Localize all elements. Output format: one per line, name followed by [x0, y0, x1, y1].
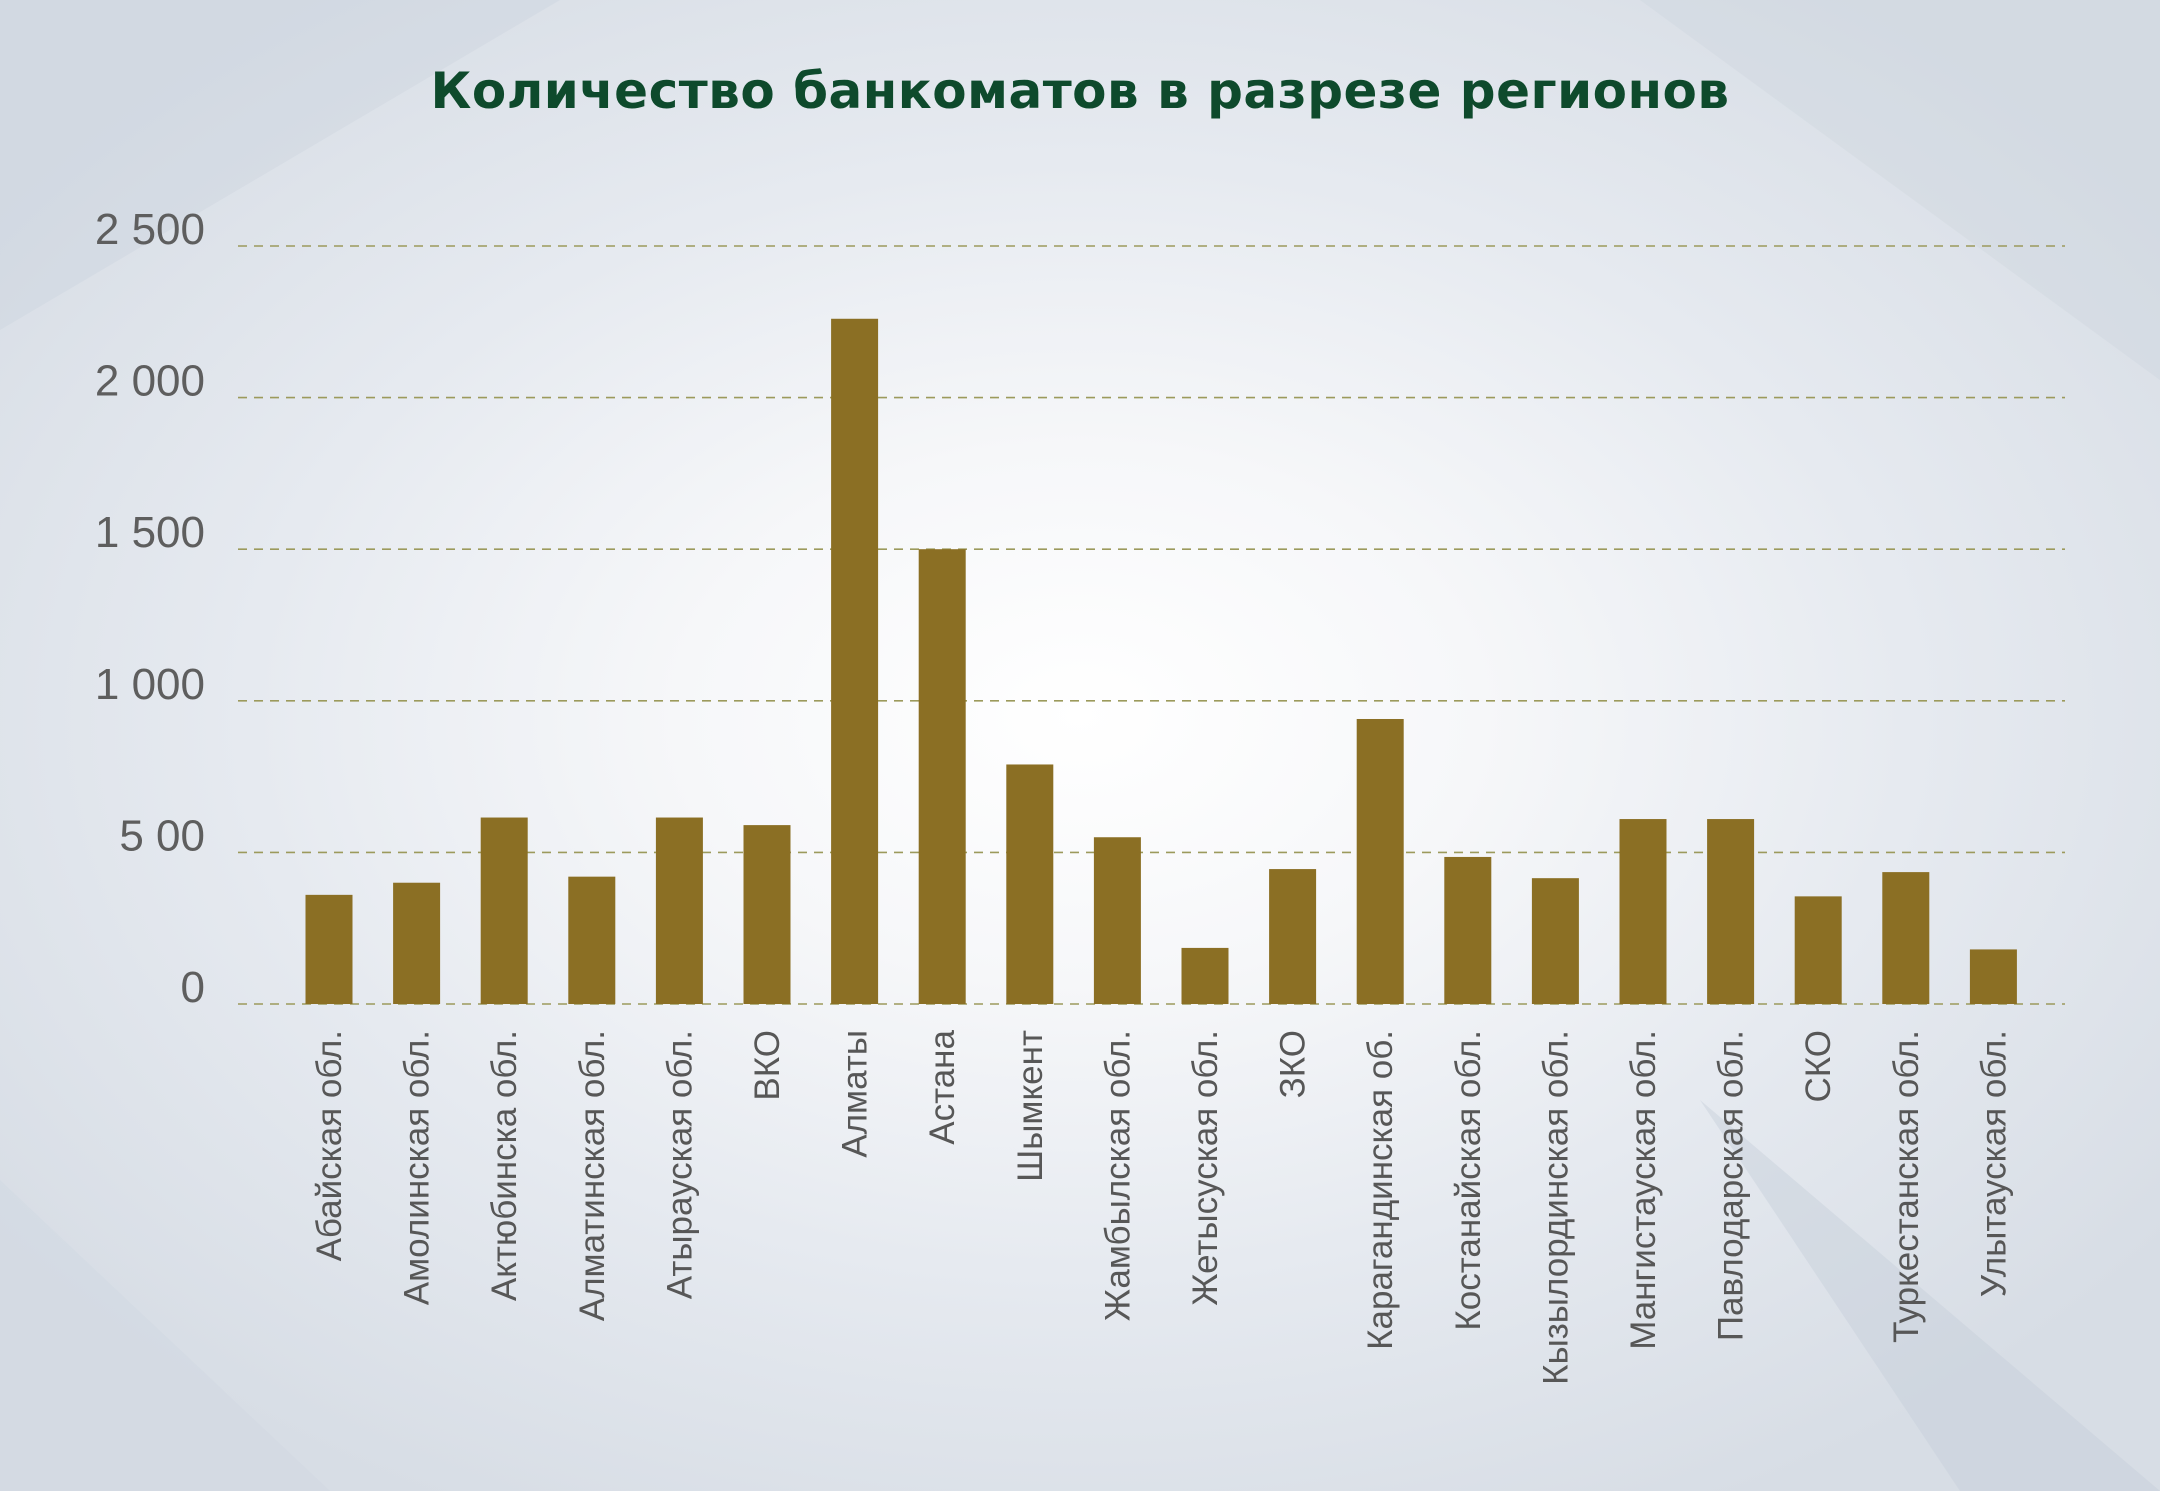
bar	[655, 817, 703, 1004]
x-category-label: ВКО	[748, 1030, 787, 1101]
y-tick-label: 1 500	[95, 508, 205, 557]
bar	[743, 825, 791, 1004]
x-axis-labels: Абайская обл. Амолинская обл. Актюбинска о…	[310, 1029, 2013, 1384]
x-category-label: Кызылординская обл.	[1536, 1030, 1575, 1385]
x-category-label: Мангистауская обл.	[1624, 1030, 1663, 1350]
bar	[918, 549, 966, 1004]
x-category-label: Амолинская обл.	[398, 1030, 437, 1305]
x-category-label: СКО	[1799, 1030, 1838, 1103]
y-tick-label: 0	[181, 963, 205, 1012]
x-category-label: Костанайская обл.	[1449, 1030, 1488, 1331]
bars	[305, 318, 2017, 1004]
bar	[1969, 949, 2017, 1004]
y-tick-label: 1 000	[95, 660, 205, 709]
bar	[1269, 869, 1317, 1004]
x-category-label: Туркестанская обл.	[1887, 1030, 1926, 1343]
bar	[1093, 837, 1141, 1004]
gridlines	[238, 245, 2065, 1005]
x-category-label: Алматинская обл.	[573, 1030, 612, 1321]
y-tick-label: 2 000	[95, 357, 205, 406]
bar	[1619, 819, 1667, 1004]
bar	[1181, 947, 1229, 1004]
x-category-label: Шымкент	[1011, 1030, 1050, 1182]
bar	[831, 318, 879, 1004]
bar	[1794, 896, 1842, 1004]
x-category-label: Актюбинска обл.	[485, 1030, 524, 1301]
bar	[393, 882, 441, 1004]
x-category-label: Алматы	[836, 1030, 875, 1158]
bar	[1707, 819, 1755, 1004]
bar	[1882, 872, 1930, 1004]
bar	[1444, 856, 1492, 1004]
x-category-label: Астана	[923, 1029, 962, 1144]
bar	[1006, 764, 1054, 1004]
bar	[1531, 878, 1579, 1004]
bar	[305, 894, 353, 1004]
x-category-label: Абайская обл.	[310, 1030, 349, 1261]
x-category-label: Жетысуская обл.	[1186, 1030, 1225, 1306]
x-category-label: ЗКО	[1274, 1030, 1313, 1098]
bar	[568, 876, 616, 1004]
y-axis-ticks: 0 5 00 1 000 1 500 2 000 2 500	[95, 205, 205, 1012]
x-category-label: Жамбылская обл.	[1098, 1030, 1137, 1321]
x-category-label: Карагандинская об.	[1361, 1030, 1400, 1350]
x-category-label: Улытауская обл.	[1974, 1030, 2013, 1297]
y-tick-label: 2 500	[95, 205, 205, 254]
x-category-label: Атырауская обл.	[660, 1030, 699, 1299]
x-category-label: Павлодарская обл.	[1712, 1030, 1751, 1341]
y-tick-label: 5 00	[119, 811, 205, 860]
bar	[1356, 718, 1404, 1004]
bar	[480, 817, 528, 1004]
chart-title: Количество банкоматов в разрезе регионов	[430, 62, 1730, 120]
